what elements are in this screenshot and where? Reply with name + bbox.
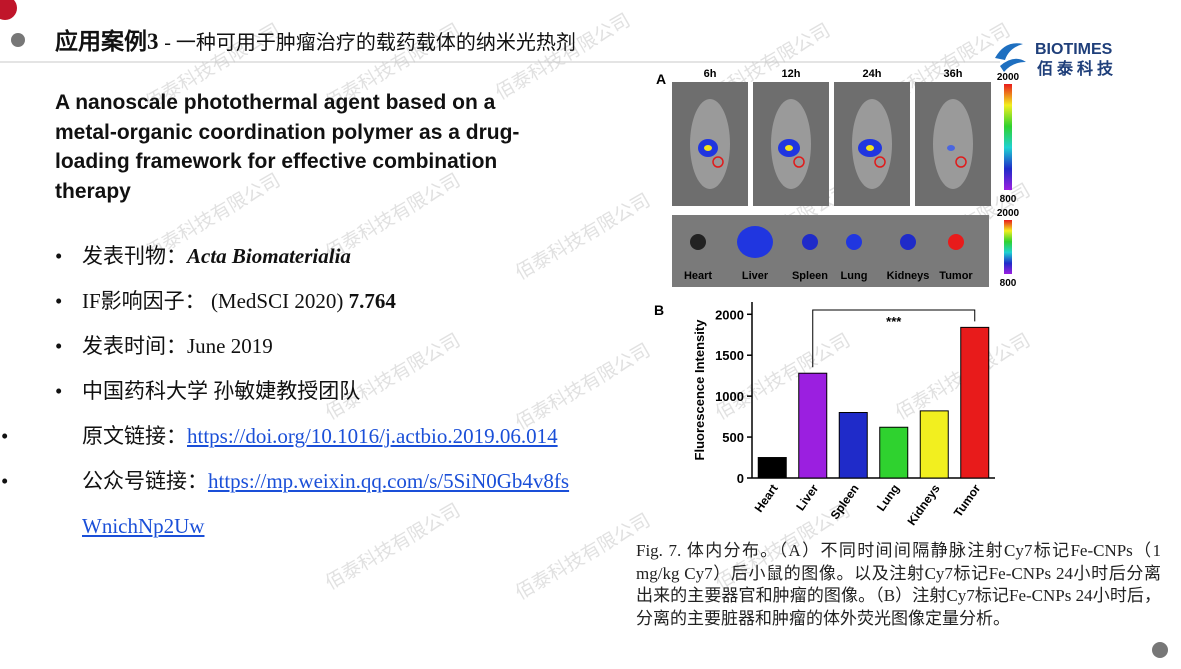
y-tick-label: 0 [737,471,744,486]
x-tick-label: Tumor [951,481,984,519]
x-tick-label: Lung [874,482,902,514]
journal: Acta Biomaterialia [187,244,351,268]
significance-bracket [812,309,976,368]
team: 中国药科大学 孙敏婕教授团队 [82,379,361,403]
time-label: 6h [704,68,717,80]
organ-label: Heart [684,270,712,282]
figure-caption: Fig. 7. 体内分布。（A）不同时间间隔静脉注射Cy7标记Fe-CNPs（1… [636,541,1161,628]
y-tick-label: 2000 [715,307,744,322]
bar [798,372,828,479]
source: (MedSCI 2020) [205,289,349,313]
time-label: 12h [782,68,801,80]
x-tick-label: Heart [752,482,781,515]
organ [802,234,818,250]
scale-max: 2000 [997,208,1020,219]
label: IF影响因子： [82,289,206,313]
signal-core [785,145,793,151]
paper-title: A nanoscale photothermal agent based on … [55,91,520,203]
slide-title: 应用案例3 - 一种可用于肿瘤治疗的载药载体的纳米光热剂 [55,22,576,56]
mouse-body [933,99,973,189]
bullet: 发表刊物：Acta Biomaterialia [55,234,580,279]
tumor-ring [712,156,724,168]
scale-max: 2000 [997,72,1020,83]
time-label: 24h [863,68,882,80]
label: 原文链接： [82,424,187,448]
color-scale [1004,220,1012,274]
tumor-ring [955,156,967,168]
bar [919,410,949,479]
accent-dot [11,33,25,47]
x-tick-label: Liver [793,481,821,513]
signal-core [866,145,874,151]
accent-dot [1152,642,1168,658]
wechat-link[interactable]: https://mp.weixin.qq.com/s/5SiN0Gb4v8fsW… [82,469,570,538]
time-label: 36h [944,68,963,80]
organ [737,226,773,258]
impact-factor: 7.764 [348,289,396,313]
organ-label: Spleen [792,270,828,282]
logo-mark [995,43,1026,72]
x-tick-label: Kidneys [904,481,942,528]
scale-min: 800 [1000,278,1017,289]
bar [838,412,868,479]
x-tick-label: Spleen [828,482,862,522]
bar [757,457,787,479]
organ [900,234,916,250]
label: 公众号链接： [82,469,208,493]
title-sub: - 一种可用于肿瘤治疗的载药载体的纳米光热剂 [164,32,576,54]
bar [960,326,990,479]
bullet: 中国药科大学 孙敏婕教授团队 [55,369,580,414]
bullet: 公众号链接：https://mp.weixin.qq.com/s/5SiN0Gb… [28,459,580,549]
logo-cn: 佰泰科技 [1037,59,1117,78]
tumor-ring [874,156,886,168]
organ-label: Lung [841,270,868,282]
doi-link[interactable]: https://doi.org/10.1016/j.actbio.2019.06… [187,424,558,448]
accent-dot [0,0,17,20]
logo-en: BIOTIMES [1035,41,1113,58]
scale-min: 800 [1000,194,1017,205]
title-main: 应用案例3 [55,29,159,54]
bullet: 原文链接：https://doi.org/10.1016/j.actbio.20… [28,414,580,459]
y-tick-label: 500 [722,430,744,445]
bullet: IF影响因子： (MedSCI 2020) 7.764 [55,279,580,324]
tumor-ring [793,156,805,168]
y-tick-label: 1000 [715,389,744,404]
organ-label: Liver [742,270,769,282]
bar [879,426,909,479]
label: 发表刊物： [82,244,187,268]
signal-core [947,145,955,151]
organ-image [672,215,989,287]
organ [846,234,862,250]
panel-label: A [656,71,666,87]
bullet: 发表时间：June 2019 [55,324,580,369]
organ-label: Tumor [939,270,973,282]
organ [948,234,964,250]
panel-label: B [654,302,664,318]
y-tick-label: 1500 [715,348,744,363]
organ-label: Kidneys [887,270,930,282]
info-list: 发表刊物：Acta Biomaterialia IF影响因子： (MedSCI … [55,234,580,549]
significance-label: *** [886,314,902,329]
signal-core [704,145,712,151]
organ [690,234,706,250]
color-scale [1004,84,1012,190]
label: 发表时间： [82,334,187,358]
date: June 2019 [187,334,273,358]
y-axis-title: Fluorescence Intensity [692,319,707,461]
